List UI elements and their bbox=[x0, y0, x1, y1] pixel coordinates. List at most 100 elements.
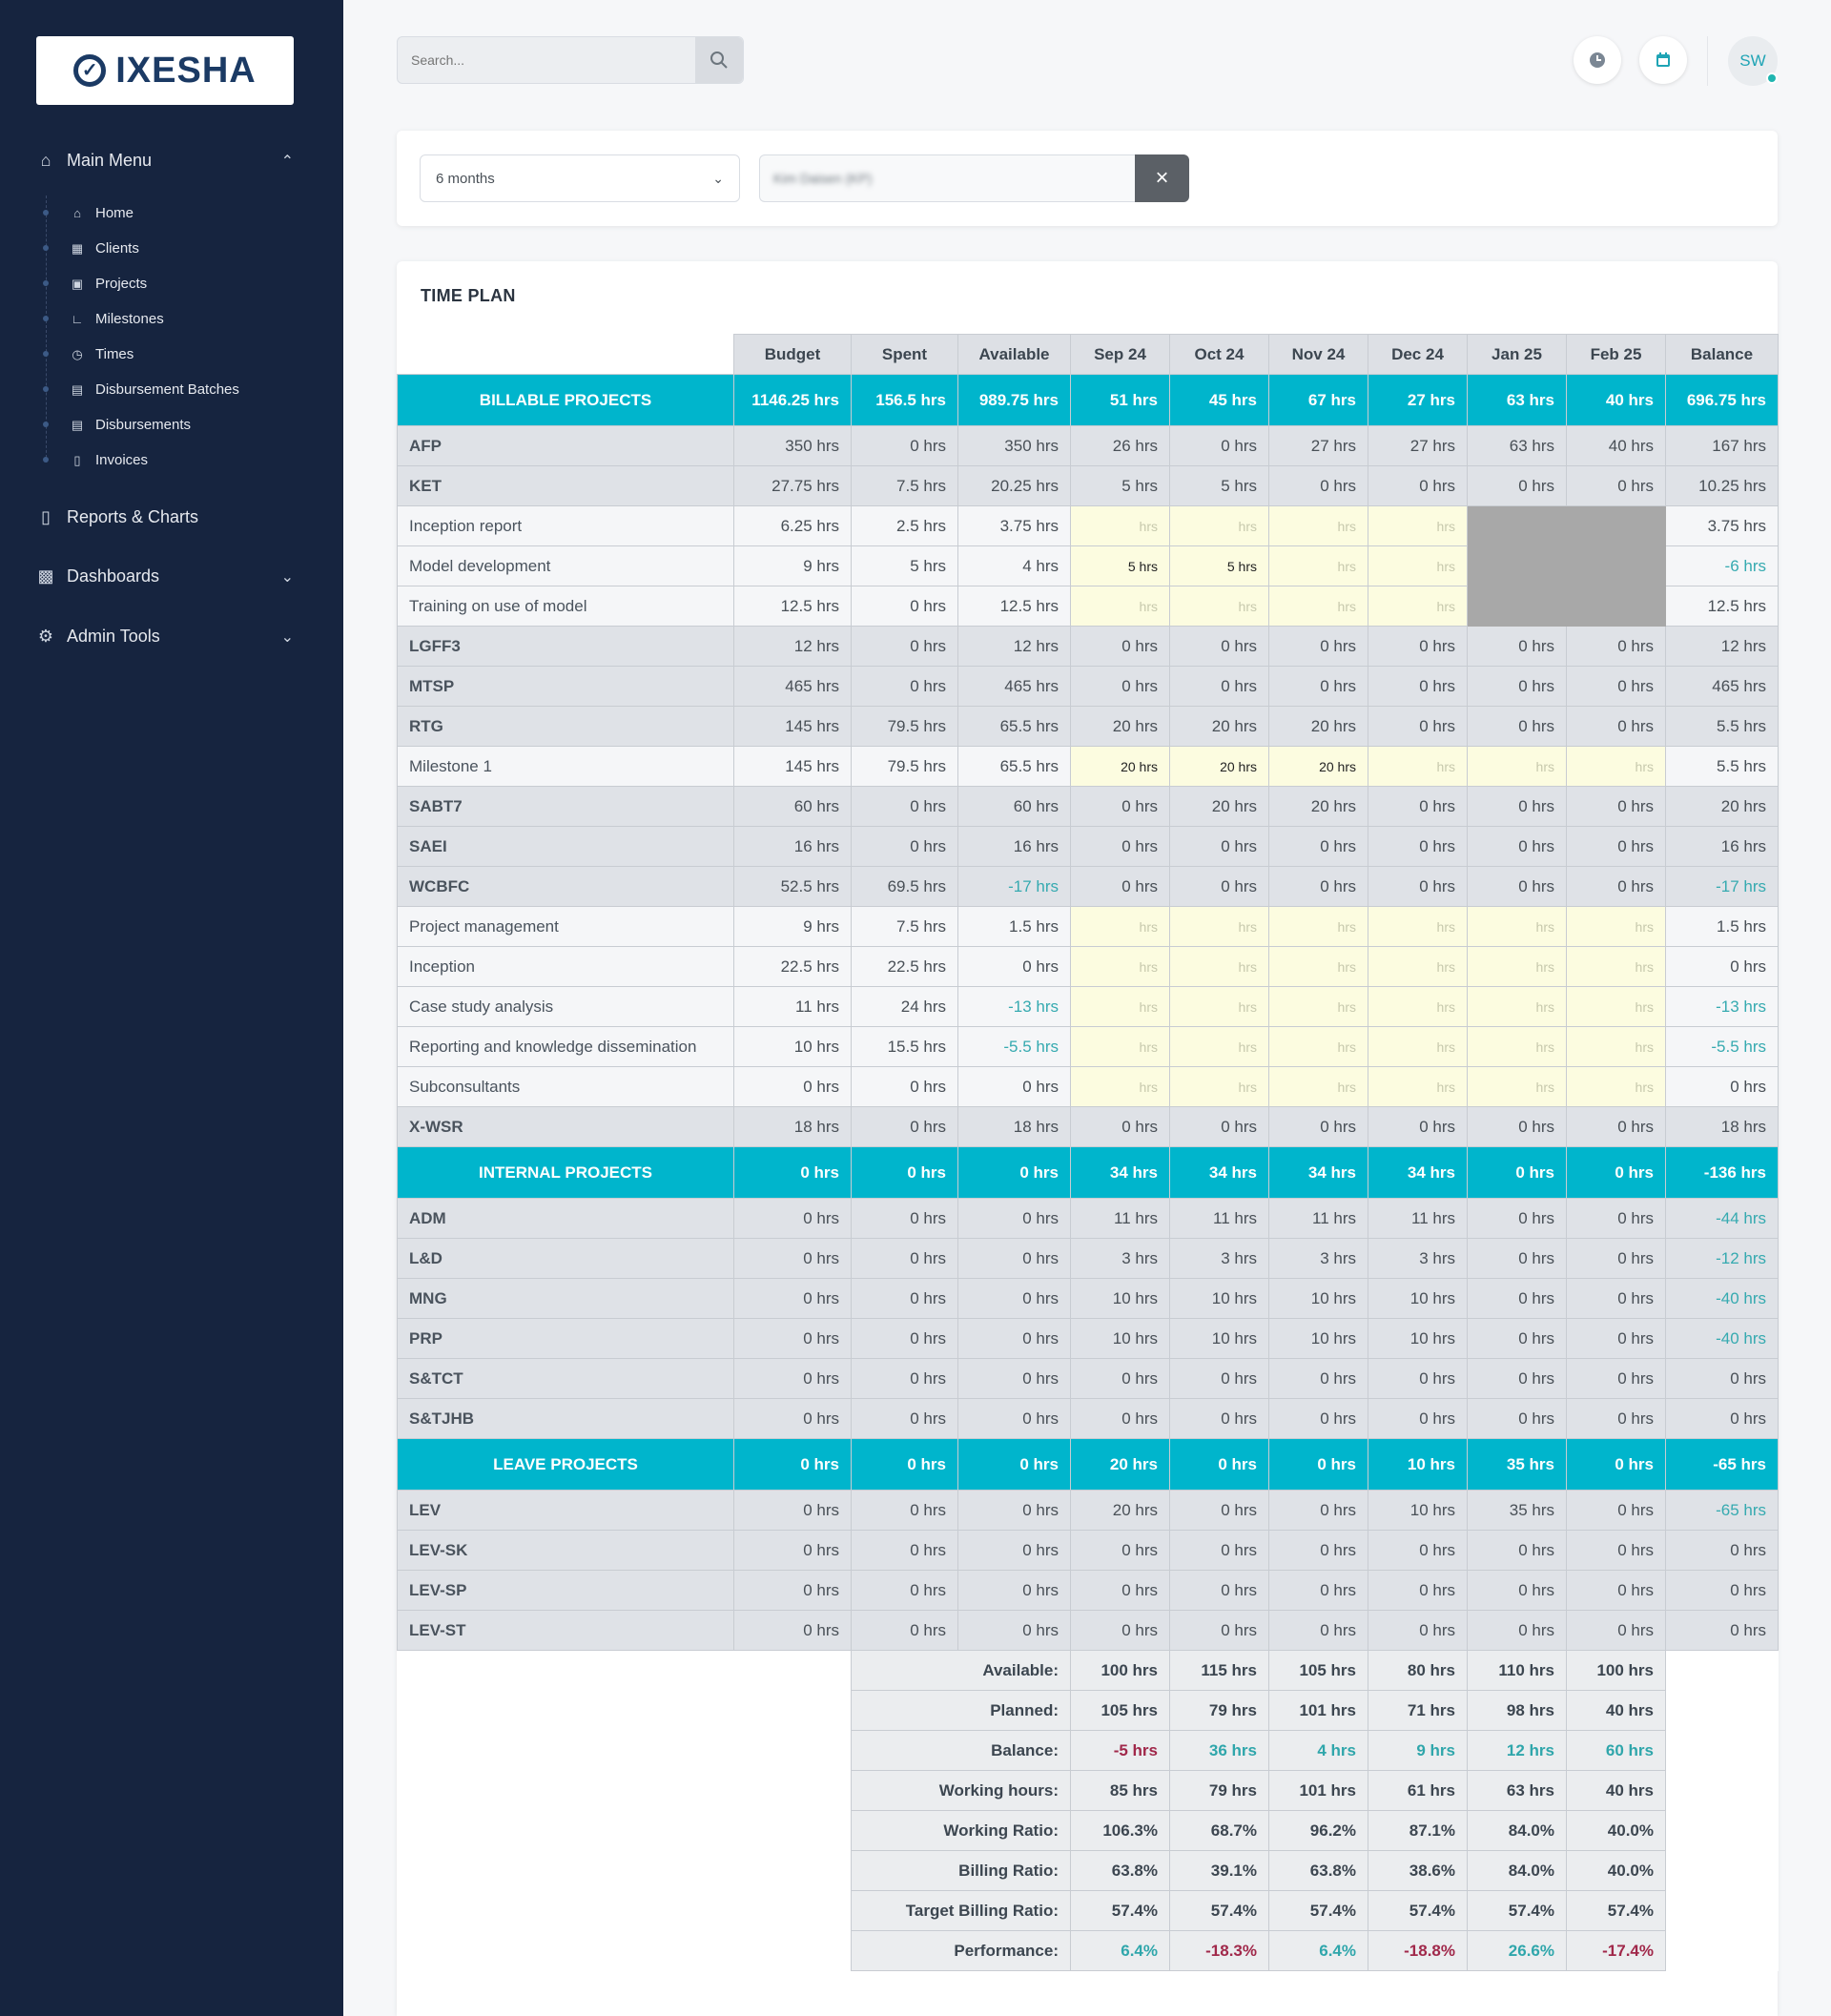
sidebar-item-invoices[interactable]: ▯ Invoices bbox=[43, 442, 313, 478]
row-name[interactable]: Project management bbox=[397, 906, 734, 947]
search-button[interactable] bbox=[695, 37, 743, 83]
sidebar-item-reports[interactable]: ▯ Reports & Charts bbox=[34, 507, 294, 527]
plan-input-cell[interactable]: 20 hrs bbox=[1169, 746, 1269, 787]
row-name[interactable]: Inception bbox=[397, 946, 734, 987]
sidebar-item-projects[interactable]: ▣ Projects bbox=[43, 266, 313, 301]
plan-input-cell[interactable]: hrs bbox=[1467, 1066, 1567, 1107]
sidebar-item-times[interactable]: ◷ Times bbox=[43, 337, 313, 372]
row-name[interactable]: RTG bbox=[397, 706, 734, 747]
plan-input-cell[interactable]: hrs bbox=[1268, 586, 1368, 627]
row-name[interactable]: L&D bbox=[397, 1238, 734, 1279]
plan-input-cell[interactable]: hrs bbox=[1467, 746, 1567, 787]
row-name[interactable]: LEV bbox=[397, 1490, 734, 1531]
row-name[interactable]: LGFF3 bbox=[397, 626, 734, 667]
row-name[interactable]: S&TCT bbox=[397, 1358, 734, 1399]
row-name[interactable]: LEV-SK bbox=[397, 1530, 734, 1571]
sidebar-item-disbursement-batches[interactable]: ▤ Disbursement Batches bbox=[43, 372, 313, 407]
row-name[interactable]: MNG bbox=[397, 1278, 734, 1319]
time-tracker-button[interactable] bbox=[1574, 36, 1621, 84]
dashboards-toggle[interactable]: ▩ Dashboards ⌄ bbox=[34, 566, 294, 586]
main-menu-toggle[interactable]: ⌂ Main Menu ⌃ bbox=[34, 151, 294, 171]
plan-input-cell[interactable]: hrs bbox=[1169, 1066, 1269, 1107]
plan-input-cell[interactable]: hrs bbox=[1268, 545, 1368, 586]
plan-input-cell[interactable]: 20 hrs bbox=[1070, 746, 1170, 787]
plan-input-cell[interactable]: hrs bbox=[1070, 906, 1170, 947]
plan-input-cell[interactable]: hrs bbox=[1268, 1026, 1368, 1067]
plan-input-cell[interactable]: hrs bbox=[1169, 946, 1269, 987]
plan-input-cell[interactable]: hrs bbox=[1070, 586, 1170, 627]
plan-input-cell[interactable]: hrs bbox=[1368, 545, 1468, 586]
row-name[interactable]: AFP bbox=[397, 425, 734, 466]
plan-input-cell[interactable]: hrs bbox=[1467, 1026, 1567, 1067]
plan-input-cell[interactable]: hrs bbox=[1169, 986, 1269, 1027]
row-name[interactable]: LEV-SP bbox=[397, 1570, 734, 1611]
row-name[interactable]: Model development bbox=[397, 545, 734, 586]
row-name[interactable]: LEV-ST bbox=[397, 1610, 734, 1651]
plan-input-cell[interactable]: 5 hrs bbox=[1169, 545, 1269, 586]
user-filter-field[interactable]: Kim Daisen (KP) bbox=[759, 154, 1137, 202]
calendar-button[interactable] bbox=[1639, 36, 1687, 84]
sidebar-item-disbursements[interactable]: ▤ Disbursements bbox=[43, 407, 313, 442]
plan-input-cell[interactable]: hrs bbox=[1169, 586, 1269, 627]
plan-input-cell[interactable]: hrs bbox=[1467, 946, 1567, 987]
avatar[interactable]: SW bbox=[1728, 36, 1778, 86]
row-name[interactable]: KET bbox=[397, 465, 734, 506]
plan-input-cell[interactable]: hrs bbox=[1566, 1066, 1666, 1107]
plan-input-cell[interactable]: hrs bbox=[1467, 906, 1567, 947]
row-name[interactable]: Subconsultants bbox=[397, 1066, 734, 1107]
clear-filter-button[interactable]: × bbox=[1135, 154, 1189, 202]
plan-input-cell[interactable]: hrs bbox=[1268, 986, 1368, 1027]
row-name[interactable]: SAEI bbox=[397, 826, 734, 867]
plan-input-cell[interactable]: hrs bbox=[1566, 746, 1666, 787]
row-name[interactable]: WCBFC bbox=[397, 866, 734, 907]
plan-input-cell[interactable]: hrs bbox=[1268, 1066, 1368, 1107]
unavailable-cell bbox=[1566, 545, 1666, 586]
plan-input-cell[interactable]: hrs bbox=[1368, 746, 1468, 787]
plan-input-cell[interactable]: hrs bbox=[1169, 906, 1269, 947]
row-name[interactable]: Milestone 1 bbox=[397, 746, 734, 787]
plan-input-cell[interactable]: hrs bbox=[1368, 906, 1468, 947]
table-cell: 0 hrs bbox=[851, 1278, 958, 1319]
row-name[interactable]: X-WSR bbox=[397, 1106, 734, 1147]
row-name[interactable]: Case study analysis bbox=[397, 986, 734, 1027]
search-input[interactable] bbox=[398, 37, 695, 83]
plan-input-cell[interactable]: hrs bbox=[1070, 986, 1170, 1027]
plan-input-cell[interactable]: hrs bbox=[1070, 505, 1170, 546]
plan-input-cell[interactable]: hrs bbox=[1368, 1066, 1468, 1107]
period-select[interactable]: 6 months ⌄ bbox=[420, 154, 740, 202]
plan-input-cell[interactable]: hrs bbox=[1169, 505, 1269, 546]
plan-input-cell[interactable]: hrs bbox=[1368, 1026, 1468, 1067]
plan-input-cell[interactable]: hrs bbox=[1268, 946, 1368, 987]
plan-input-cell[interactable]: 5 hrs bbox=[1070, 545, 1170, 586]
plan-input-cell[interactable]: hrs bbox=[1566, 946, 1666, 987]
plan-input-cell[interactable]: hrs bbox=[1070, 1066, 1170, 1107]
row-name[interactable]: Reporting and knowledge dissemination bbox=[397, 1026, 734, 1067]
sidebar-item-home[interactable]: ⌂ Home bbox=[43, 195, 313, 231]
summary-cell: 110 hrs bbox=[1467, 1650, 1567, 1691]
plan-input-cell[interactable]: hrs bbox=[1169, 1026, 1269, 1067]
plan-input-cell[interactable]: hrs bbox=[1070, 946, 1170, 987]
plan-input-cell[interactable]: hrs bbox=[1368, 586, 1468, 627]
plan-input-cell[interactable]: hrs bbox=[1566, 1026, 1666, 1067]
plan-input-cell[interactable]: 20 hrs bbox=[1268, 746, 1368, 787]
plan-input-cell[interactable]: hrs bbox=[1566, 906, 1666, 947]
sidebar-item-clients[interactable]: ▦ Clients bbox=[43, 231, 313, 266]
plan-input-cell[interactable]: hrs bbox=[1566, 986, 1666, 1027]
plan-input-cell[interactable]: hrs bbox=[1368, 946, 1468, 987]
plan-input-cell[interactable]: hrs bbox=[1368, 505, 1468, 546]
row-name[interactable]: MTSP bbox=[397, 666, 734, 707]
plan-input-cell[interactable]: hrs bbox=[1268, 906, 1368, 947]
sidebar-item-milestones[interactable]: ∟ Milestones bbox=[43, 301, 313, 337]
plan-input-cell[interactable]: hrs bbox=[1070, 1026, 1170, 1067]
row-name[interactable]: ADM bbox=[397, 1198, 734, 1239]
row-name[interactable]: SABT7 bbox=[397, 786, 734, 827]
logo[interactable]: ✓ IXESHA bbox=[36, 36, 294, 105]
row-name[interactable]: PRP bbox=[397, 1318, 734, 1359]
row-name[interactable]: S&TJHB bbox=[397, 1398, 734, 1439]
row-name[interactable]: Inception report bbox=[397, 505, 734, 546]
plan-input-cell[interactable]: hrs bbox=[1467, 986, 1567, 1027]
admin-tools-toggle[interactable]: ⚙ Admin Tools ⌄ bbox=[34, 627, 294, 647]
plan-input-cell[interactable]: hrs bbox=[1368, 986, 1468, 1027]
row-name[interactable]: Training on use of model bbox=[397, 586, 734, 627]
plan-input-cell[interactable]: hrs bbox=[1268, 505, 1368, 546]
